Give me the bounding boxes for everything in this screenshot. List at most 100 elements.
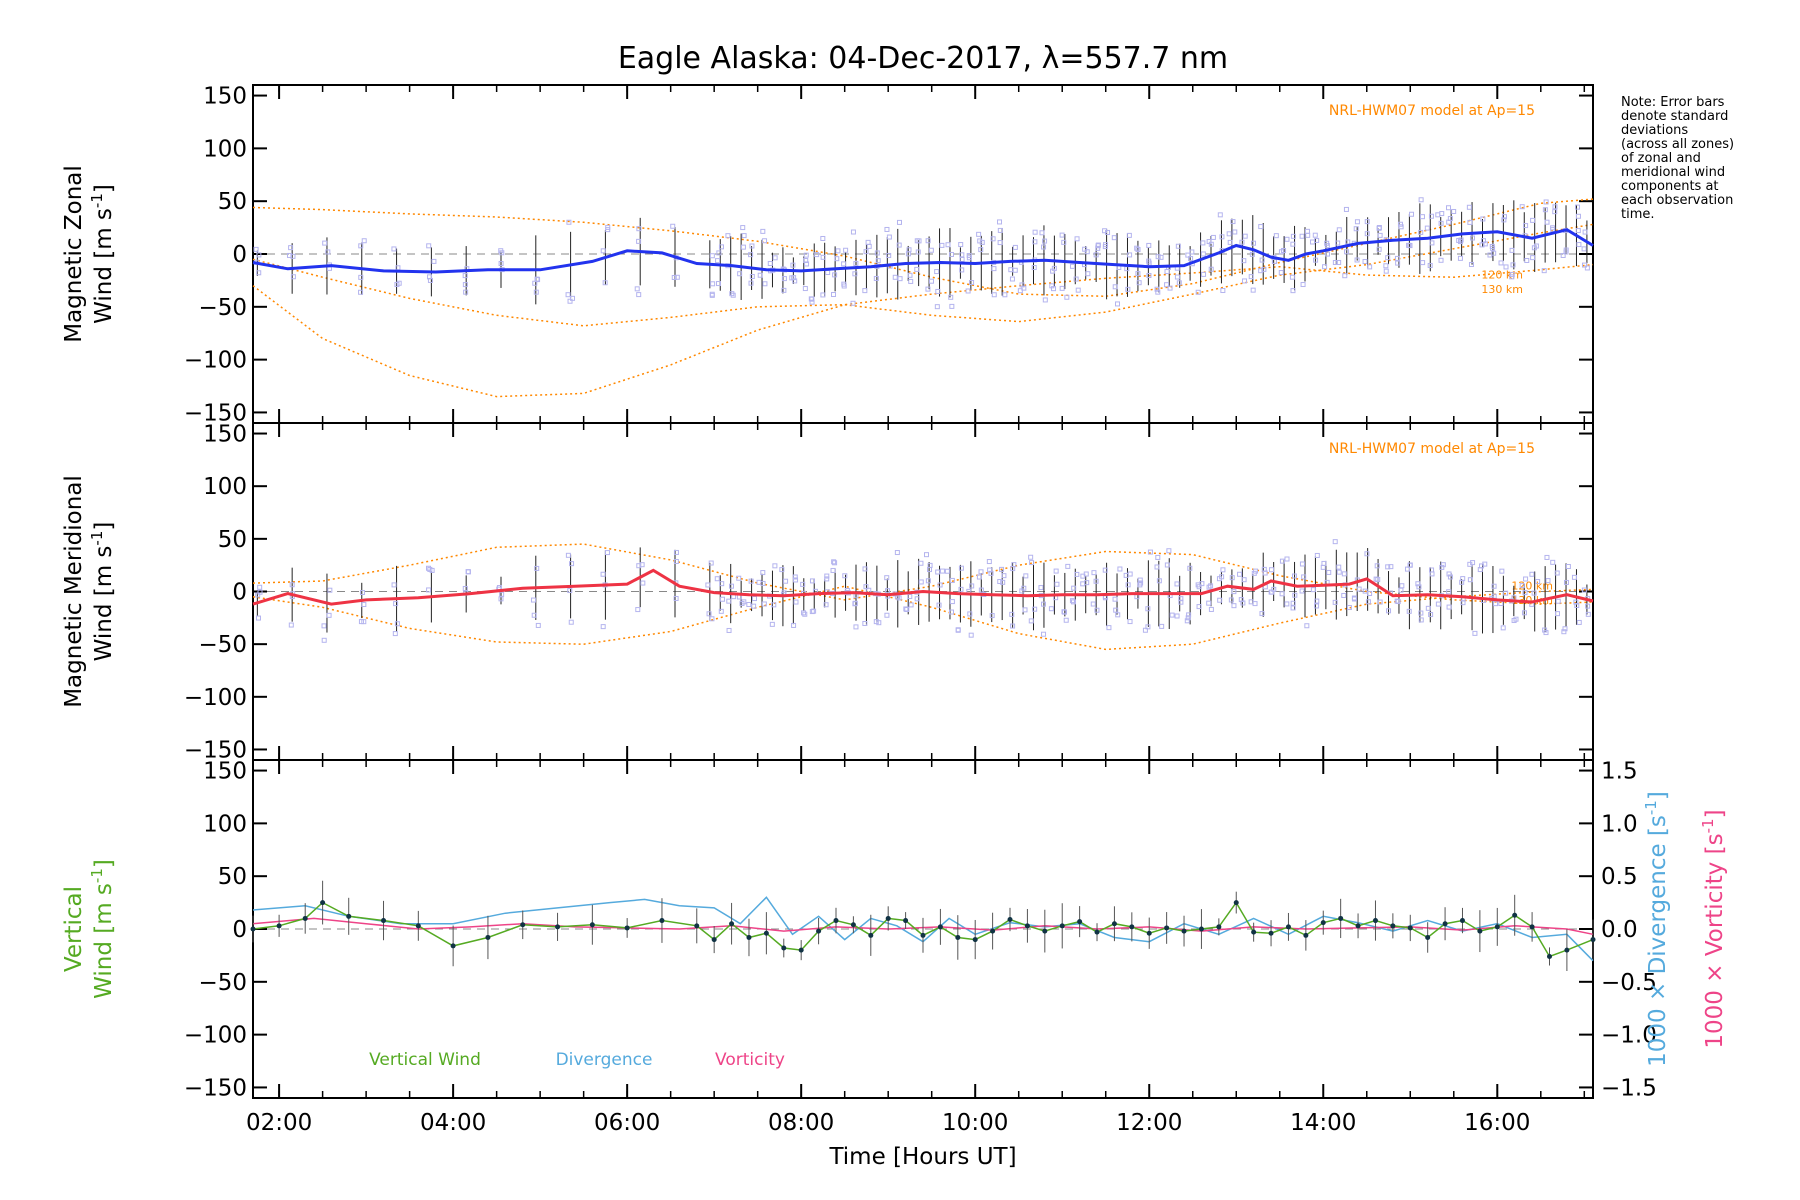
zone-sample — [1102, 567, 1108, 573]
zone-sample — [1115, 612, 1121, 618]
zone-sample — [705, 582, 711, 588]
model-label: NRL-HWM07 model at Ap=15 — [1329, 103, 1535, 119]
zone-sample — [1125, 286, 1131, 292]
y-tick-label: −100 — [184, 685, 247, 711]
vorticity-axis-label: 1000 × Vorticity [s-1] — [1699, 809, 1728, 1048]
zone-sample — [1069, 263, 1075, 269]
zone-sample — [1002, 292, 1008, 298]
zone-sample — [905, 251, 911, 257]
zone-sample — [1544, 219, 1550, 225]
zone-sample — [749, 243, 755, 249]
zone-sample — [1509, 274, 1515, 280]
zone-sample — [1146, 260, 1152, 266]
zone-sample — [1435, 212, 1441, 218]
vertical-wind-point — [1164, 925, 1170, 931]
vertical-wind-point — [798, 947, 804, 953]
vertical-wind-point — [1338, 915, 1344, 921]
zone-sample — [1529, 571, 1535, 577]
zone-sample — [1535, 579, 1541, 585]
zone-sample — [1438, 257, 1444, 263]
zone-sample — [709, 616, 715, 622]
zone-sample — [1200, 240, 1206, 246]
zone-sample — [426, 243, 432, 249]
zone-sample — [772, 563, 778, 569]
zone-sample — [1154, 564, 1160, 570]
zone-sample — [358, 274, 364, 280]
vertical-wind-point — [1442, 921, 1448, 927]
zone-sample — [886, 234, 892, 240]
zone-sample — [1451, 208, 1457, 214]
vertical-wind-point — [415, 923, 421, 929]
zone-sample — [1040, 601, 1046, 607]
y-tick-label: −150 — [184, 737, 247, 763]
zone-sample — [1231, 589, 1237, 595]
vertical-wind-point — [903, 918, 909, 924]
zone-sample — [1273, 233, 1279, 239]
zone-sample — [1376, 225, 1382, 231]
zone-sample — [1113, 607, 1119, 613]
zone-sample — [823, 602, 829, 608]
zone-sample — [1001, 573, 1007, 579]
zone-sample — [948, 294, 954, 300]
x-axis-label: Time [Hours UT] — [828, 1144, 1016, 1170]
zone-sample — [876, 620, 882, 626]
zone-sample — [1279, 558, 1285, 564]
zone-sample — [393, 601, 399, 607]
vertical-wind-point — [763, 930, 769, 936]
x-tick-label: 16:00 — [1464, 1110, 1530, 1136]
zone-sample — [426, 587, 432, 593]
zone-sample — [1196, 604, 1202, 610]
vertical-wind-point — [694, 923, 700, 929]
note-line: of zonal and — [1621, 151, 1701, 166]
zone-sample — [1232, 229, 1238, 235]
zone-sample — [779, 567, 785, 573]
zone-sample — [1292, 592, 1298, 598]
zone-sample — [1240, 600, 1246, 606]
zone-sample — [1065, 563, 1071, 569]
zone-sample — [903, 606, 909, 612]
zone-sample — [1041, 631, 1047, 637]
zone-sample — [1576, 619, 1582, 625]
zone-sample — [863, 584, 869, 590]
zone-sample — [392, 631, 398, 637]
y2-tick-label: −0.5 — [1601, 970, 1657, 996]
zone-sample — [1091, 570, 1097, 576]
zone-sample — [1550, 559, 1556, 565]
zone-sample — [1542, 207, 1548, 213]
zone-sample — [1544, 554, 1550, 560]
vertical-wind-point — [1285, 924, 1291, 930]
zone-sample — [986, 559, 992, 565]
zone-sample — [1418, 610, 1424, 616]
zone-sample — [987, 567, 993, 573]
zone-sample — [1309, 239, 1315, 245]
y-tick-label: −50 — [198, 632, 247, 658]
zone-sample — [936, 602, 942, 608]
zone-sample — [958, 565, 964, 571]
zone-sample — [1259, 611, 1265, 617]
y2-tick-label: 0.5 — [1601, 864, 1638, 890]
model-height-label: 130 km — [1481, 283, 1523, 296]
zone-sample — [1582, 229, 1588, 235]
zone-sample — [567, 298, 573, 304]
zone-sample — [1291, 573, 1297, 579]
error-bar-note: Note: Error bars denote standard deviati… — [1621, 96, 1791, 222]
zone-sample — [1522, 590, 1528, 596]
zone-sample — [999, 566, 1005, 572]
note-line: Note: Error bars — [1621, 95, 1725, 110]
zone-sample — [809, 578, 815, 584]
zone-sample — [908, 278, 914, 284]
zone-sample — [530, 597, 536, 603]
zone-sample — [286, 252, 292, 258]
zone-sample — [716, 250, 722, 256]
zone-sample — [670, 223, 676, 229]
vertical-wind-point — [320, 900, 326, 906]
zone-sample — [1021, 285, 1027, 291]
vertical-wind-point — [1355, 923, 1361, 929]
zone-sample — [842, 573, 848, 579]
zone-sample — [1397, 221, 1403, 227]
zone-sample — [746, 601, 752, 607]
zone-sample — [1208, 266, 1214, 272]
zone-sample — [803, 258, 809, 264]
zone-sample — [1467, 219, 1473, 225]
zone-sample — [1069, 598, 1075, 604]
